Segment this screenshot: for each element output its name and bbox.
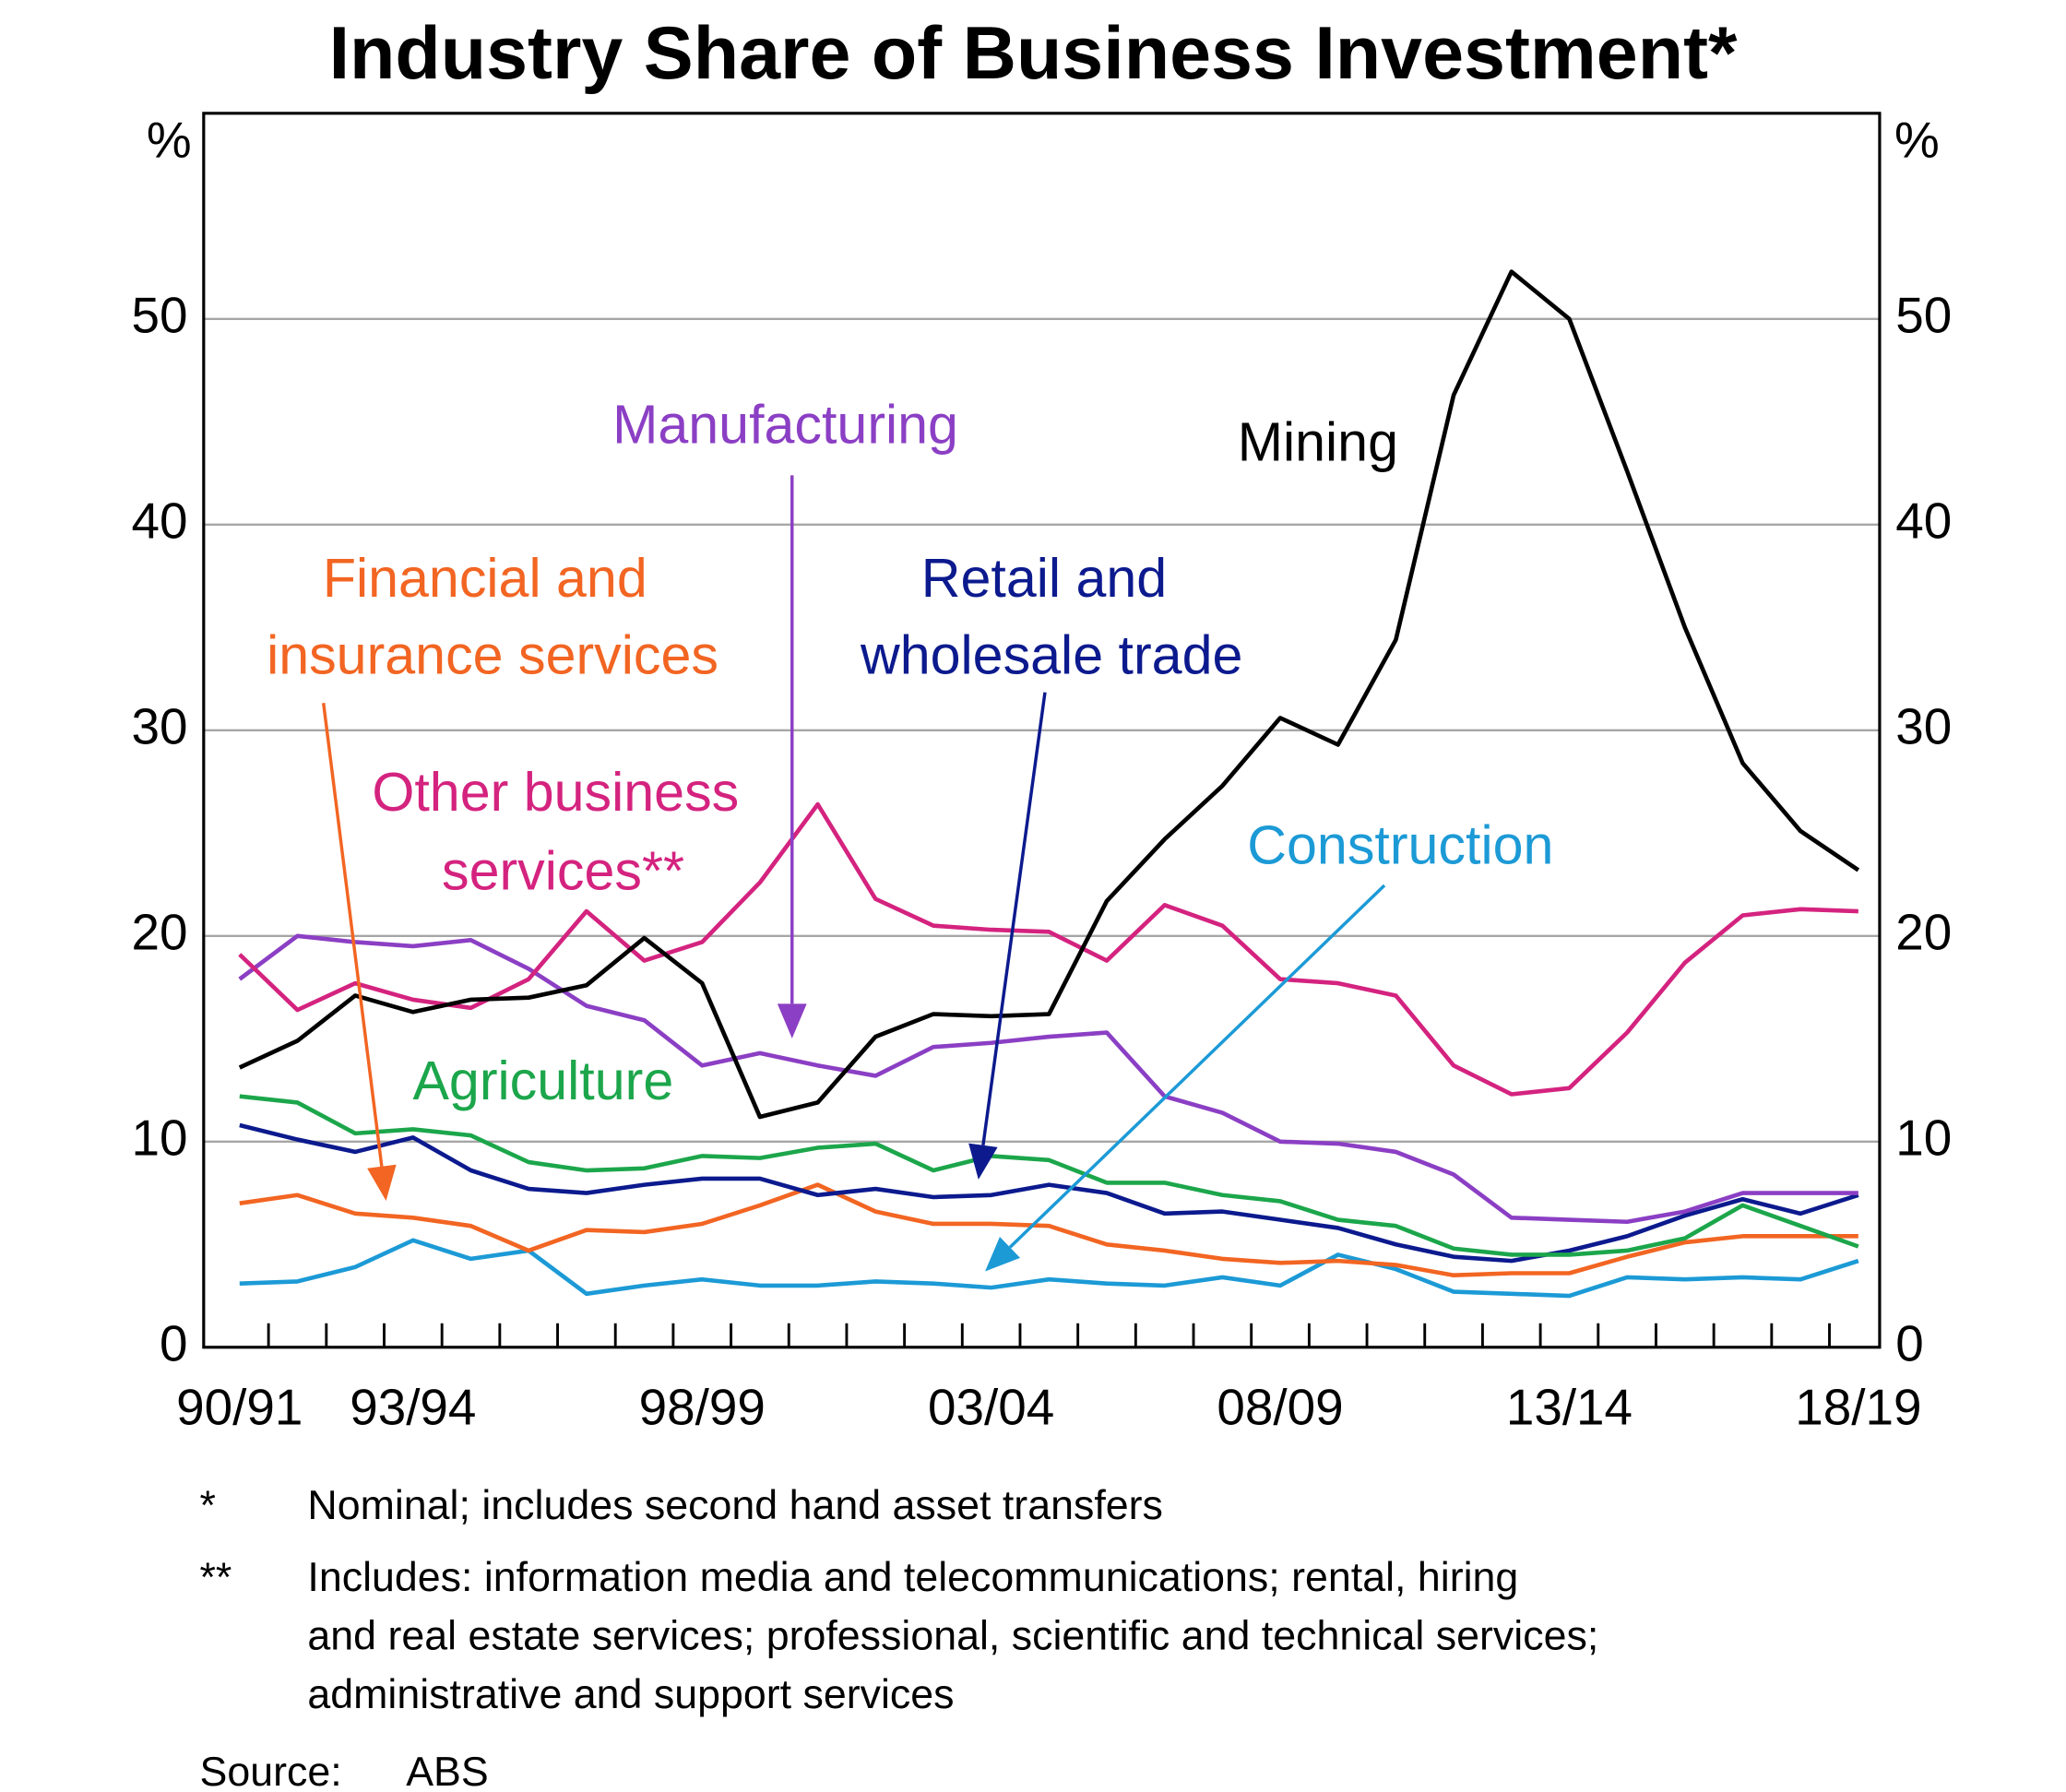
series-line [239, 1094, 1859, 1257]
source-label: Source: [199, 1749, 341, 1792]
x-tick-label: 03/04 [928, 1379, 1054, 1436]
arrow-line [322, 703, 384, 1167]
x-tick-label: 90/91 [176, 1379, 303, 1436]
y-tick-label: 20 [132, 903, 188, 960]
y-tick-label: 50 [132, 286, 188, 343]
x-tick-label: 98/99 [639, 1379, 766, 1436]
y2-tick-label: 20 [1895, 903, 1952, 960]
y-unit-left: % [147, 112, 192, 169]
x-tick-label: 13/14 [1506, 1379, 1633, 1436]
series-line [238, 933, 1858, 1225]
plot-frame [202, 112, 1882, 1349]
series-line [238, 801, 1858, 1097]
y-tick-label: 30 [132, 697, 188, 754]
series-label: Other business services** [372, 761, 754, 901]
note-mark: * [199, 1482, 215, 1528]
arrow-line [1008, 884, 1386, 1249]
arrow-head [985, 1237, 1021, 1272]
y-unit-right: % [1894, 112, 1940, 169]
y-tick-label: 0 [160, 1314, 188, 1371]
series-line [238, 269, 1860, 1120]
y2-tick-label: 40 [1895, 492, 1952, 549]
arrow-head [367, 1164, 397, 1202]
series-label: Construction [1247, 814, 1553, 876]
arrow-line [981, 692, 1047, 1145]
note-text: Includes: information media and telecomm… [307, 1554, 1518, 1600]
series-line [239, 1238, 1859, 1299]
y2-tick-label: 0 [1895, 1314, 1924, 1371]
note-text: administrative and support services [307, 1671, 954, 1717]
chart-title: Industry Share of Business Investment* [329, 12, 1738, 95]
arrow-head [968, 1143, 998, 1180]
series-label: Manufacturing [612, 394, 958, 456]
source: ABS [406, 1749, 489, 1792]
series-line [239, 1122, 1859, 1264]
series-label: Agriculture [412, 1050, 673, 1111]
series-line [239, 1182, 1858, 1278]
y-tick-label: 10 [132, 1109, 188, 1166]
series-label: Mining [1238, 410, 1398, 472]
series-label: Financial and insurance services [267, 547, 718, 686]
y2-tick-label: 50 [1895, 286, 1952, 343]
x-tick-label: 93/94 [350, 1379, 476, 1436]
y-tick-label: 40 [132, 492, 188, 549]
note-mark: ** [199, 1554, 232, 1600]
arrow-head [777, 1003, 807, 1038]
y2-tick-label: 10 [1895, 1109, 1952, 1166]
note-text: Nominal; includes second hand asset tran… [307, 1482, 1163, 1528]
x-tick-label: 18/19 [1795, 1379, 1921, 1436]
series-label: Retail and wholesale trade [860, 547, 1242, 686]
x-tick-label: 08/09 [1217, 1379, 1343, 1436]
note-text: and real estate services; professional, … [307, 1613, 1598, 1659]
y2-tick-label: 30 [1895, 697, 1952, 754]
